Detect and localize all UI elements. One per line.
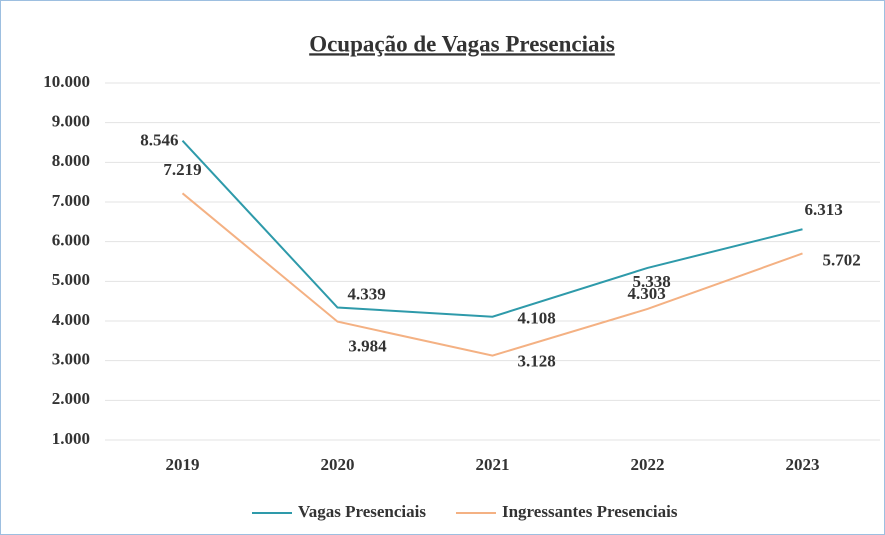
y-tick-label: 8.000 — [52, 151, 90, 170]
series-line — [181, 139, 803, 318]
y-tick-label: 7.000 — [52, 191, 90, 210]
legend-label: Vagas Presenciais — [298, 502, 426, 521]
data-label: 3.128 — [518, 351, 556, 370]
x-tick-label: 2020 — [321, 455, 355, 474]
data-label: 8.546 — [140, 131, 178, 150]
y-tick-label: 5.000 — [52, 270, 90, 289]
x-tick-label: 2021 — [476, 455, 510, 474]
x-tick-label: 2019 — [166, 455, 200, 474]
data-label: 5.338 — [633, 272, 671, 291]
y-tick-label: 10.000 — [43, 72, 90, 91]
x-tick-label: 2023 — [786, 455, 820, 474]
data-label: 5.702 — [823, 250, 861, 269]
data-label: 6.313 — [805, 200, 843, 219]
y-tick-label: 6.000 — [52, 231, 90, 250]
y-tick-label: 3.000 — [52, 350, 90, 369]
y-tick-label: 4.000 — [52, 310, 90, 329]
chart-title: Ocupação de Vagas Presenciais — [309, 31, 615, 56]
data-label: 4.108 — [518, 309, 556, 328]
data-label: 3.984 — [348, 337, 387, 356]
y-tick-label: 2.000 — [52, 389, 90, 408]
data-label: 7.219 — [163, 160, 201, 179]
y-tick-label: 9.000 — [52, 112, 90, 131]
data-label: 4.339 — [348, 284, 386, 303]
data-label: 4.303 — [628, 284, 666, 303]
x-tick-label: 2022 — [631, 455, 665, 474]
y-tick-label: 1.000 — [52, 429, 90, 448]
legend-label: Ingressantes Presenciais — [502, 502, 678, 521]
series-line — [181, 192, 803, 357]
